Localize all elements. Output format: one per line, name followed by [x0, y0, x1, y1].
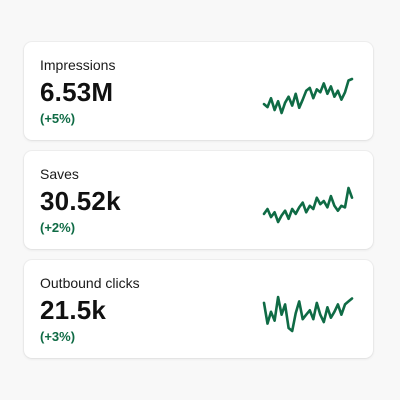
sparkline-chart — [262, 295, 354, 333]
sparkline-chart — [262, 77, 354, 115]
sparkline-line — [262, 295, 354, 333]
metric-label: Saves — [40, 166, 79, 182]
metrics-panel: Impressions 6.53M (+5%) Saves 30.52k (+2… — [24, 42, 373, 369]
sparkline-chart — [262, 186, 354, 224]
metric-change: (+3%) — [40, 329, 76, 344]
metric-label: Outbound clicks — [40, 275, 140, 291]
metric-change: (+2%) — [40, 220, 76, 235]
sparkline-line — [262, 77, 354, 115]
metric-label: Impressions — [40, 57, 116, 73]
metric-card-impressions[interactable]: Impressions 6.53M (+5%) — [24, 42, 373, 140]
metric-change: (+5%) — [40, 111, 76, 126]
metric-value: 6.53M — [40, 77, 114, 107]
metric-value: 30.52k — [40, 186, 121, 216]
metric-card-outbound-clicks[interactable]: Outbound clicks 21.5k (+3%) — [24, 260, 373, 358]
sparkline-line — [262, 186, 354, 224]
metric-value: 21.5k — [40, 295, 107, 325]
metric-card-saves[interactable]: Saves 30.52k (+2%) — [24, 151, 373, 249]
